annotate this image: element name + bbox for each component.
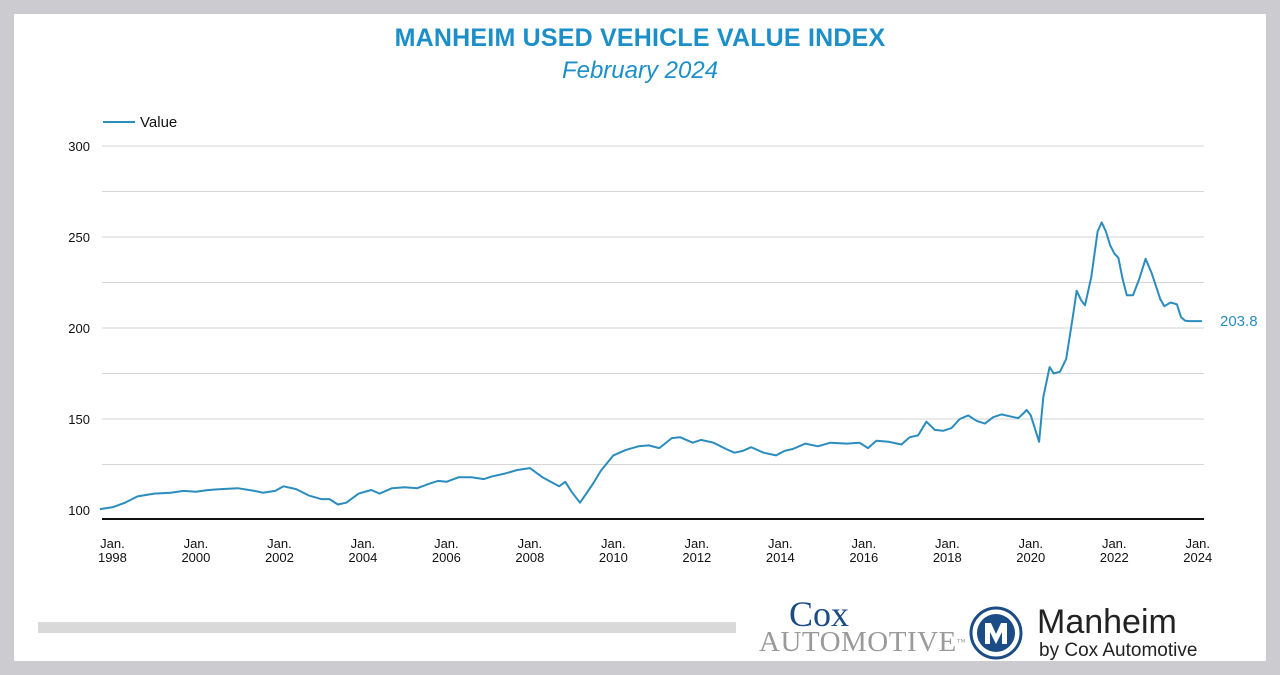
x-tick-label: Jan. 2012: [682, 536, 711, 565]
y-tick-label: 200: [68, 321, 90, 336]
chart-subtitle: February 2024: [561, 57, 719, 84]
manheim-logo: Manheim by Cox Automotive: [969, 604, 1209, 664]
x-tick-label: Jan. 2002: [265, 536, 294, 565]
chart-title: MANHEIM USED VEHICLE VALUE INDEX: [394, 24, 886, 52]
manheim-emblem-icon: [969, 606, 1023, 660]
x-tick-label: Jan. 2006: [432, 536, 461, 565]
value-series-line: [99, 221, 1202, 511]
x-tick-label: Jan. 2008: [515, 536, 544, 565]
chart-frame: MANHEIM USED VEHICLE VALUE INDEX Februar…: [14, 14, 1266, 661]
x-tick-label: Jan. 1998: [98, 536, 127, 565]
x-tick-label: Jan. 2014: [766, 536, 795, 565]
y-tick-label: 150: [68, 412, 90, 427]
x-tick-label: Jan. 2000: [181, 536, 210, 565]
y-axis-ticks: 100 150 200 250 300: [68, 139, 90, 518]
x-tick-label: Jan. 2016: [849, 536, 878, 565]
horizontal-scrollbar[interactable]: [38, 622, 736, 633]
x-tick-label: Jan. 2004: [348, 536, 377, 565]
y-tick-label: 250: [68, 230, 90, 245]
x-tick-label: Jan. 2018: [933, 536, 962, 565]
x-tick-label: Jan. 2020: [1016, 536, 1045, 565]
legend-label: Value: [140, 114, 177, 131]
x-tick-label: Jan. 2022: [1100, 536, 1129, 565]
automotive-logo-text: AUTOMOTIVE™: [759, 626, 967, 658]
x-tick-label: Jan. 2010: [599, 536, 628, 565]
x-axis-ticks: Jan. 1998 Jan. 2000 Jan. 2002 Jan. 2004 Jan. 2006…: [98, 536, 1212, 565]
y-tick-label: 300: [68, 139, 90, 154]
last-value-label: 203.8: [1220, 313, 1258, 330]
manheim-name-text: Manheim: [1037, 603, 1177, 641]
cox-logo-text: Cox: [789, 594, 850, 634]
legend: Value: [103, 114, 177, 131]
cox-automotive-logo: Cox AUTOMOTIVE™: [759, 594, 966, 658]
x-tick-label: Jan. 2024: [1183, 536, 1212, 565]
y-tick-label: 100: [68, 503, 90, 518]
gridlines: [102, 145, 1204, 465]
line-chart: 100 150 200 250 300 Jan. 1998 Jan. 2000 Jan. 2002…: [68, 114, 1258, 565]
manheim-by-text: by Cox Automotive: [1039, 640, 1198, 661]
